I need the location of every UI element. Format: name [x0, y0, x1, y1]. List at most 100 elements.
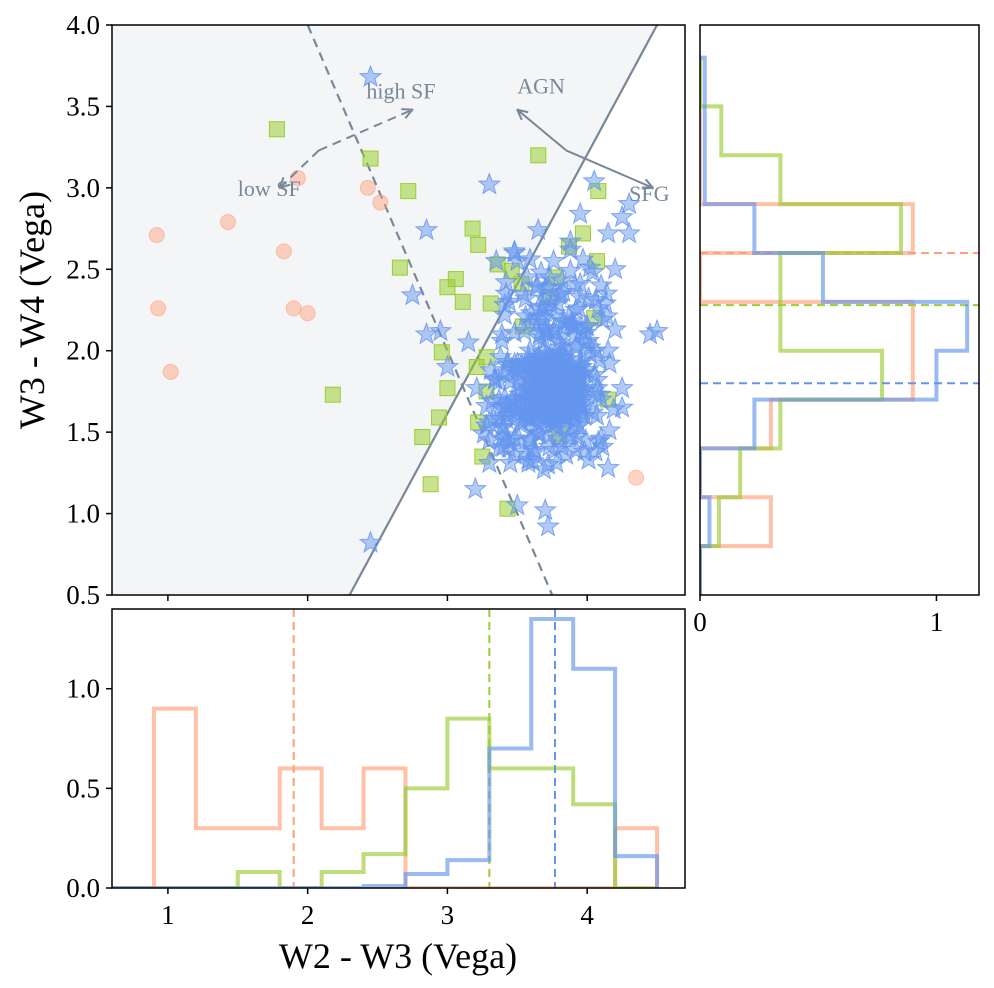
- annotation-label: AGN: [517, 73, 565, 98]
- star-point: [580, 260, 605, 283]
- square-point: [464, 220, 481, 237]
- star-point: [464, 375, 489, 399]
- square-point: [362, 150, 379, 167]
- star-point: [502, 240, 527, 264]
- star-point: [566, 413, 591, 436]
- main-scatter-panel: high SF low SF AGN SFG 0.5 1.0 1.5 2.0 2.5 3.0 3.…: [66, 10, 686, 610]
- star-point: [547, 282, 572, 306]
- star-point: [509, 409, 534, 433]
- star-point: [586, 295, 611, 319]
- circle-point: [299, 305, 316, 322]
- annotation-label: high SF: [366, 78, 435, 103]
- star-point: [533, 276, 558, 299]
- star-point: [526, 217, 551, 241]
- square-point: [433, 344, 450, 361]
- star-point: [498, 369, 523, 392]
- star-point: [578, 341, 602, 365]
- x-axis-title: W2 - W3 (Vega): [279, 936, 517, 976]
- star-point: [477, 409, 502, 433]
- star-point: [547, 344, 572, 368]
- star-point: [590, 434, 615, 457]
- annotation-arrow: [565, 149, 653, 187]
- star-point: [516, 450, 541, 474]
- x-tick-label: 1: [161, 900, 175, 930]
- square-point: [268, 121, 285, 138]
- star-point: [518, 427, 542, 451]
- y-tick-label: 1.0: [66, 499, 100, 529]
- circle-point: [148, 227, 165, 244]
- star-point: [513, 286, 538, 309]
- star-point: [555, 364, 580, 387]
- square-point: [422, 476, 439, 493]
- square-point: [454, 293, 471, 310]
- star-point: [596, 338, 620, 361]
- y-tick-label: 0.5: [66, 773, 100, 803]
- y-tick-label: 1.0: [66, 674, 100, 704]
- square-point: [439, 380, 456, 397]
- annotation-arrow: [517, 110, 567, 152]
- square-point: [439, 279, 456, 296]
- y-tick-label: 3.5: [66, 91, 100, 121]
- square-point: [391, 259, 408, 276]
- histogram-step-squares: [112, 716, 658, 888]
- star-point: [358, 64, 383, 88]
- star-point: [585, 375, 609, 399]
- star-point: [555, 312, 580, 335]
- star-point: [484, 248, 509, 272]
- star-point: [523, 439, 548, 462]
- star-point: [558, 237, 583, 260]
- star-point: [603, 256, 627, 280]
- circle-point: [628, 469, 645, 486]
- star-point: [551, 400, 576, 423]
- circle-point: [275, 243, 292, 260]
- star-point: [550, 335, 574, 358]
- star-point: [477, 450, 502, 474]
- star-point: [559, 385, 584, 408]
- star-point: [536, 321, 560, 345]
- star-point: [414, 217, 439, 241]
- star-point: [502, 351, 527, 374]
- annotation-label: SFG: [629, 181, 669, 206]
- circle-point: [359, 179, 376, 196]
- star-point: [497, 289, 521, 312]
- histogram-step-stars: [700, 55, 970, 595]
- star-point: [518, 247, 542, 270]
- square-point: [574, 225, 591, 242]
- shaded-region: [112, 25, 658, 595]
- circle-point: [150, 300, 167, 317]
- square-point: [470, 236, 487, 253]
- y-tick-label: 2.0: [66, 336, 100, 366]
- star-point: [477, 172, 502, 195]
- y-tick-label: 4.0: [66, 10, 100, 40]
- star-point: [571, 247, 595, 270]
- star-point: [516, 375, 541, 399]
- star-point: [540, 370, 565, 394]
- x-tick-label: 2: [301, 900, 315, 930]
- star-point: [536, 514, 560, 537]
- star-point: [610, 204, 634, 228]
- histogram-step-circles: [112, 706, 660, 888]
- y-axis-title: W3 - W4 (Vega): [12, 191, 52, 429]
- y-tick-label: 0.0: [66, 873, 100, 903]
- star-point: [575, 357, 599, 381]
- star-point: [522, 352, 546, 376]
- bottom-frame: [111, 608, 686, 889]
- x-tick-label: 1: [930, 607, 944, 637]
- circle-point: [285, 300, 302, 317]
- bottom-histogram-panel: 1 2 3 4 0.0 0.5 1.0: [66, 608, 686, 930]
- histogram-step-squares: [700, 57, 903, 595]
- histogram-step-stars: [112, 616, 660, 888]
- star-point: [617, 221, 641, 244]
- circle-point: [372, 194, 389, 211]
- star-point: [358, 530, 383, 553]
- x-tick-label: 3: [441, 900, 455, 930]
- star-point: [400, 282, 425, 306]
- star-point: [494, 406, 518, 430]
- sf-dashed-line: [306, 25, 554, 595]
- y-tick-label: 0.5: [66, 580, 100, 610]
- star-point: [492, 302, 517, 325]
- star-point: [617, 191, 641, 215]
- x-tick-label: 0: [693, 607, 707, 637]
- square-point: [530, 147, 547, 164]
